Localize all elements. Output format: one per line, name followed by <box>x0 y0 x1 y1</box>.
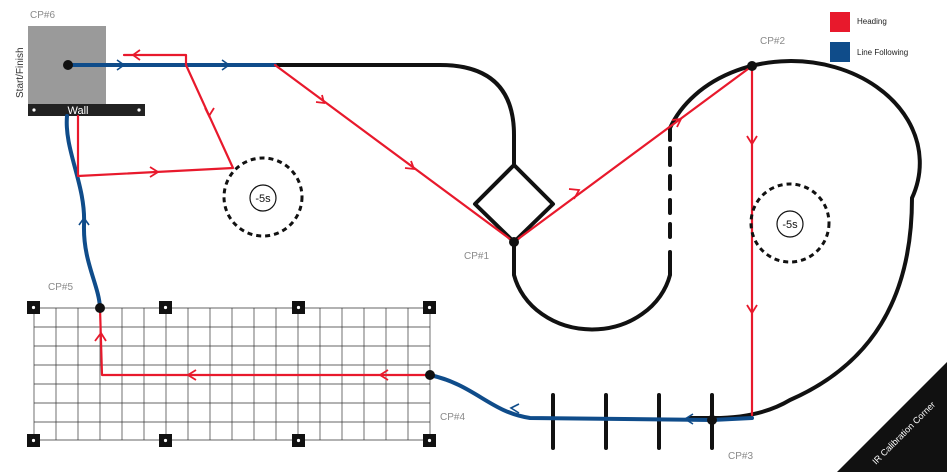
cp2-label: CP#2 <box>760 36 785 47</box>
cp1-label: CP#1 <box>464 251 489 262</box>
red-arrowheads <box>94 49 758 381</box>
grid-posts <box>27 301 436 447</box>
legend: Heading Line Following <box>830 12 908 62</box>
ir-calibration-corner: IR Calibration Corner <box>837 362 947 472</box>
cp3-node <box>707 415 717 425</box>
wall-bar <box>28 104 145 116</box>
wall-screw-right <box>137 108 141 112</box>
penalty-left-label: -5s <box>255 193 271 205</box>
penalty-zone-left: -5s <box>222 156 304 238</box>
cp2-node <box>747 61 757 71</box>
cp3-label: CP#3 <box>728 451 753 462</box>
cp6-label: CP#6 <box>30 10 55 21</box>
penalty-zone-right: -5s <box>749 182 831 264</box>
wall-screw-left <box>32 108 36 112</box>
start-finish-label: Start/Finish <box>15 47 26 98</box>
cp6-node <box>63 60 73 70</box>
cp4-node <box>425 370 435 380</box>
line-following-path <box>64 63 754 422</box>
legend-heading-label: Heading <box>857 17 887 26</box>
cp5-label: CP#5 <box>48 282 73 293</box>
black-track <box>273 59 922 420</box>
cp4-label: CP#4 <box>440 412 465 423</box>
heading-path <box>76 53 754 417</box>
legend-line-following-swatch <box>830 42 850 62</box>
cp1-node <box>509 237 519 247</box>
blue-arrowheads <box>78 59 694 425</box>
wall-label: Wall <box>68 105 89 117</box>
bottom-ticks <box>551 393 714 450</box>
legend-line-following-label: Line Following <box>857 48 908 57</box>
penalty-right-label: -5s <box>782 219 798 231</box>
legend-heading-swatch <box>830 12 850 32</box>
cp5-node <box>95 303 105 313</box>
